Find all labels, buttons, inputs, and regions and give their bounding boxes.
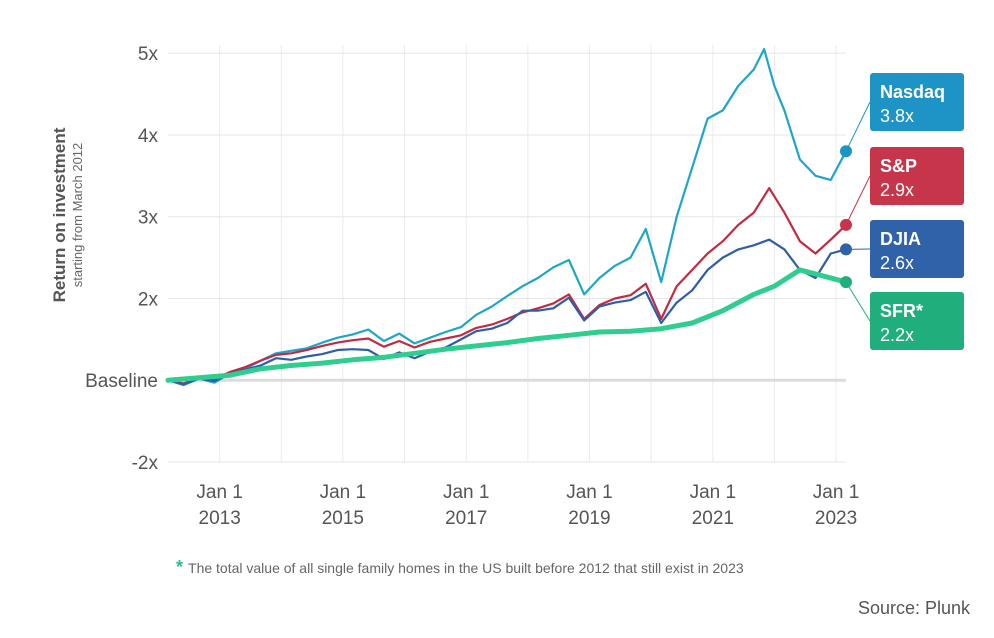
y-axis-ticks: 5x 4x 3x 2x Baseline -2x xyxy=(85,44,158,474)
y-tick-label: Baseline xyxy=(85,371,158,392)
x-tick-label: Jan 1 xyxy=(443,482,489,503)
connector-nasdaq xyxy=(845,101,871,152)
series-line-sp xyxy=(166,187,848,385)
badge-name-sp: S&P xyxy=(880,156,917,176)
connector-sfr xyxy=(845,281,871,322)
badge-sfr xyxy=(870,292,964,350)
series-line-djia xyxy=(166,238,848,386)
badge-nasdaq xyxy=(870,73,964,131)
end-point-sfr xyxy=(840,276,852,289)
x-tick-label: Jan 1 xyxy=(690,482,736,503)
x-tick-label: 2017 xyxy=(445,508,487,529)
y-tick-label: 2x xyxy=(138,289,159,310)
footnote-star: * xyxy=(176,557,184,577)
badge-value-nasdaq: 3.8x xyxy=(880,106,914,126)
end-point-djia xyxy=(840,243,852,256)
x-axis-ticks: Jan 1 2013 Jan 1 2015 Jan 1 2017 Jan 1 2019 Jan … xyxy=(196,482,859,529)
badge-name-sfr: SFR* xyxy=(880,301,923,321)
badge-connectors xyxy=(840,101,871,322)
series-lines xyxy=(165,48,849,387)
badge-djia xyxy=(870,220,964,278)
x-tick-label: 2013 xyxy=(199,508,241,529)
end-point-sp xyxy=(840,218,852,231)
x-tick-label: 2015 xyxy=(322,508,364,529)
x-tick-label: 2021 xyxy=(692,508,734,529)
x-tick-label: Jan 1 xyxy=(196,482,242,503)
x-tick-label: Jan 1 xyxy=(813,482,859,503)
x-tick-label: 2023 xyxy=(815,508,857,529)
x-tick-label: Jan 1 xyxy=(320,482,366,503)
footnote: * The total value of all single family ho… xyxy=(176,557,744,578)
end-point-nasdaq xyxy=(840,145,852,158)
y-axis-label: Return on investment starting from March… xyxy=(50,127,85,302)
series-badges: Nasdaq 3.8x S&P 2.9x DJIA 2.6x SFR* 2.2x xyxy=(870,73,964,350)
badge-value-sfr: 2.2x xyxy=(880,325,914,345)
series-line-nasdaq xyxy=(166,48,848,387)
series-line-sfr xyxy=(165,267,849,383)
x-tick-label: Jan 1 xyxy=(566,482,612,503)
footnote-text: The total value of all single family hom… xyxy=(188,560,744,576)
y-axis-title: Return on investment xyxy=(50,127,69,302)
badge-sp xyxy=(870,147,964,205)
y-tick-label: -2x xyxy=(132,453,159,474)
y-axis-subtitle: starting from March 2012 xyxy=(70,143,85,288)
badge-name-djia: DJIA xyxy=(880,229,921,249)
y-tick-label: 3x xyxy=(138,208,159,229)
badge-value-sp: 2.9x xyxy=(880,180,914,200)
x-tick-label: 2019 xyxy=(568,508,610,529)
badge-name-nasdaq: Nasdaq xyxy=(880,82,945,102)
source-label: Source: Plunk xyxy=(857,598,970,618)
y-tick-label: 5x xyxy=(138,44,159,65)
y-tick-label: 4x xyxy=(138,126,159,147)
grid-lines xyxy=(168,45,846,463)
connector-sp xyxy=(845,175,871,226)
badge-value-djia: 2.6x xyxy=(880,253,914,273)
